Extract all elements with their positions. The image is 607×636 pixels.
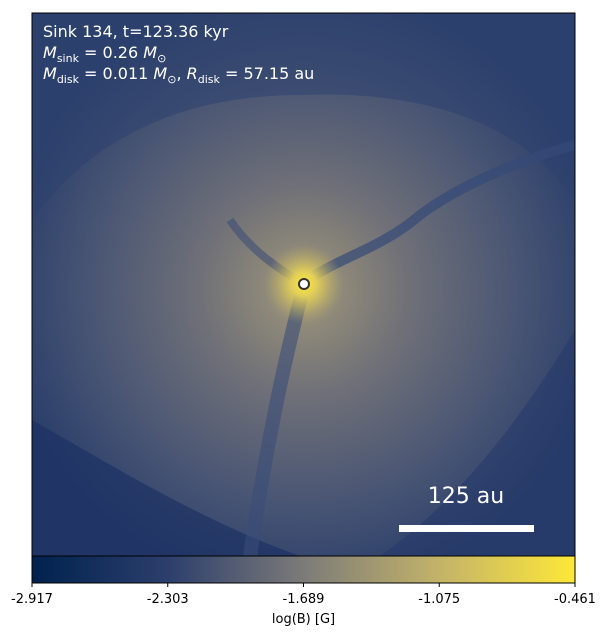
colorbar-label: log(B) [G] bbox=[272, 612, 335, 627]
annotation-text: ⊙ bbox=[157, 52, 166, 65]
colorbar-tick-label: -2.303 bbox=[147, 592, 189, 607]
sink-marker bbox=[298, 278, 310, 290]
annotation-text: disk bbox=[57, 73, 80, 86]
colorbar-tick-label: -1.075 bbox=[418, 592, 460, 607]
annotation-text: = 0.26 bbox=[79, 43, 143, 62]
colorbar-tick-label: -0.461 bbox=[554, 592, 596, 607]
annotation-text: M bbox=[153, 64, 167, 83]
annotation-text: sink bbox=[57, 52, 80, 65]
annotation-text: M bbox=[43, 43, 57, 62]
annotation-text: disk bbox=[198, 73, 221, 86]
image bbox=[32, 13, 575, 556]
annotation-text: M bbox=[43, 64, 57, 83]
scalebar bbox=[399, 525, 534, 532]
annotations: Sink 134, t=123.36 kyr Msink = 0.26 M⊙ Mdi… bbox=[43, 22, 314, 86]
colorbar-tick-label: -1.689 bbox=[283, 592, 325, 607]
annotation-text: , bbox=[176, 64, 186, 83]
annotation-text: Sink 134, t=123.36 kyr bbox=[43, 22, 229, 41]
annotation-text: R bbox=[187, 64, 198, 83]
annotation-text: = 0.011 bbox=[79, 64, 153, 83]
colorbar-tick-label: -2.917 bbox=[11, 592, 53, 607]
scalebar-label: 125 au bbox=[428, 484, 504, 509]
annotation-text: = 57.15 au bbox=[220, 64, 314, 83]
annotation-text: ⊙ bbox=[167, 73, 176, 86]
colorbar bbox=[31, 555, 576, 584]
annotation-text: M bbox=[143, 43, 157, 62]
